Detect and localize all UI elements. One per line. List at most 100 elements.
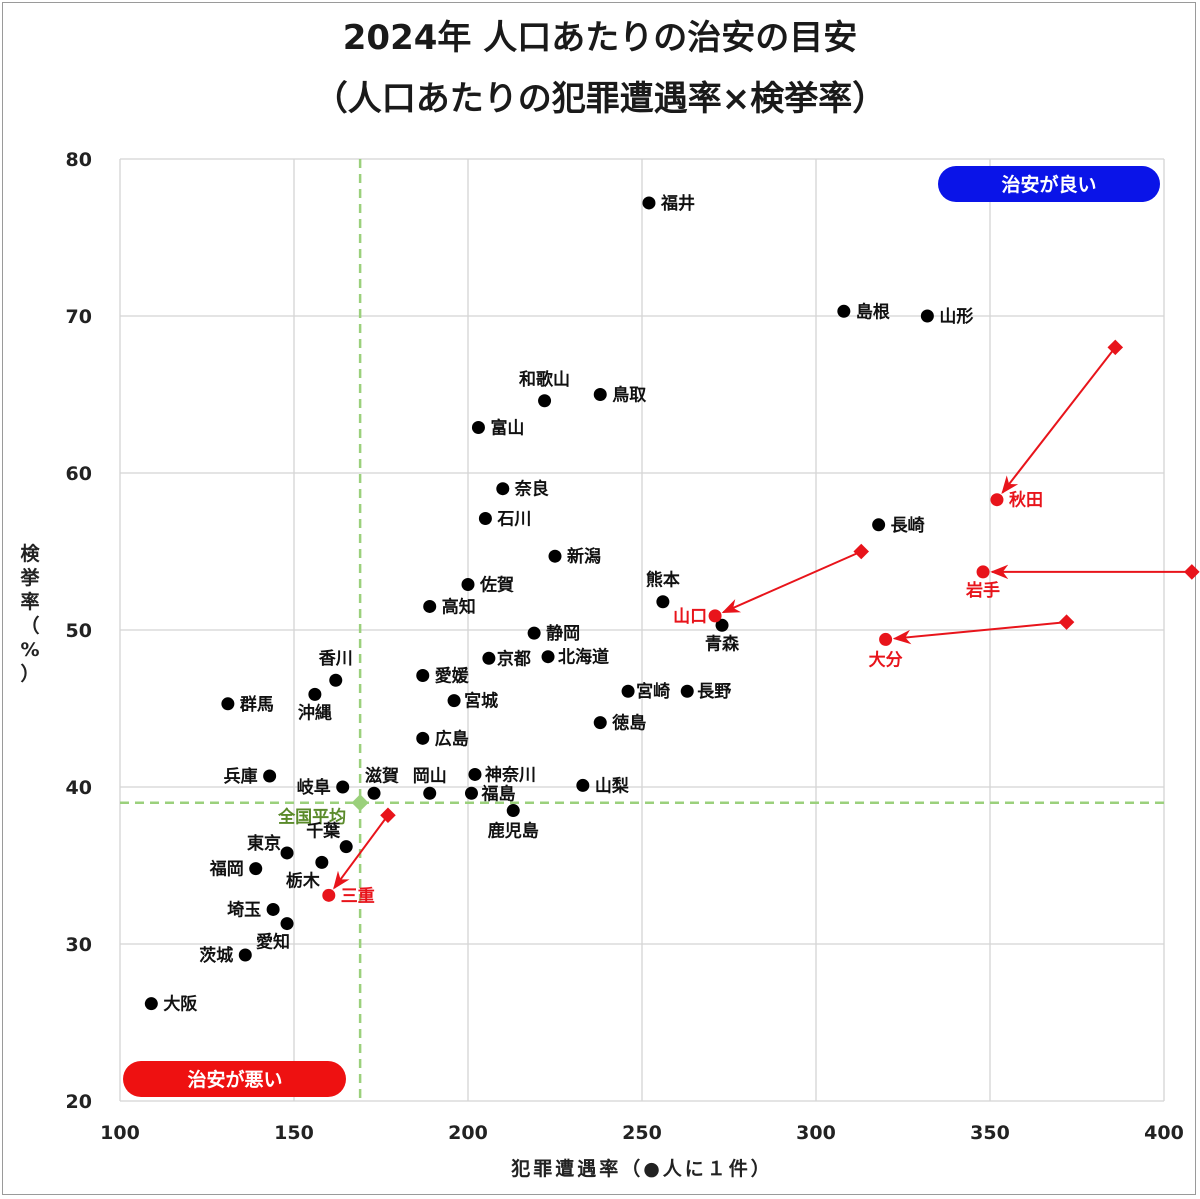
- data-point: 埼玉: [227, 899, 280, 920]
- data-point: 北海道: [541, 647, 609, 668]
- previous-marker: [1107, 339, 1124, 356]
- point-marker: [263, 769, 277, 783]
- data-point: 宮城: [447, 691, 498, 712]
- point-label: 鳥取: [612, 385, 646, 406]
- point-marker: [548, 549, 562, 563]
- moved-point: 三重: [322, 807, 396, 906]
- point-label: 長崎: [891, 515, 925, 536]
- average-marker: [351, 794, 369, 812]
- point-marker: [642, 196, 656, 210]
- point-label: 奈良: [514, 479, 549, 500]
- point-label: 滋賀: [365, 765, 399, 786]
- data-point: 福岡: [209, 859, 263, 880]
- point-marker: [468, 767, 482, 781]
- data-point: 神奈川: [468, 764, 536, 785]
- move-arrow: [1001, 346, 1117, 495]
- move-arrow: [721, 550, 862, 614]
- data-point: 佐賀: [461, 574, 514, 595]
- chart-title: 2024年 人口あたりの治安の目安: [343, 18, 857, 58]
- x-tick-label: 400: [1144, 1122, 1184, 1144]
- x-tick-label: 100: [100, 1122, 140, 1144]
- previous-marker: [853, 543, 870, 560]
- y-axis-title-char: %: [20, 639, 39, 661]
- y-axis-title: 検挙率（%）: [19, 542, 40, 685]
- point-marker: [593, 388, 607, 401]
- point-label: 富山: [490, 417, 524, 438]
- y-tick-label: 70: [66, 306, 92, 328]
- point-marker: [339, 840, 353, 854]
- y-axis-title-char: ）: [20, 662, 39, 685]
- point-marker: [221, 697, 235, 711]
- current-marker: [879, 632, 893, 646]
- data-point: 長崎: [872, 515, 925, 536]
- x-tick-label: 200: [448, 1122, 488, 1144]
- point-marker: [920, 309, 934, 323]
- point-label: 東京: [247, 833, 281, 854]
- point-marker: [280, 846, 294, 860]
- y-axis-title-char: （: [20, 614, 39, 637]
- plot-area: 100 150 200 250 300 350 400 20 30 40 50 60 70 80 犯罪遭遇率…: [19, 149, 1200, 1180]
- data-point: 滋賀: [365, 765, 399, 800]
- data-point: 和歌山: [519, 369, 570, 408]
- data-point: 徳島: [593, 713, 646, 734]
- point-label: 香川: [319, 649, 353, 669]
- y-tick-label: 30: [66, 934, 92, 956]
- moved-label: 三重: [341, 885, 375, 906]
- point-label: 群馬: [240, 694, 274, 715]
- data-point: 千葉: [306, 821, 353, 854]
- point-label: 宮崎: [636, 681, 670, 702]
- data-point: 富山: [471, 417, 524, 438]
- point-label: 高知: [442, 596, 476, 617]
- y-tick-label: 50: [66, 620, 92, 642]
- data-point: 京都: [482, 648, 531, 669]
- point-marker: [423, 786, 437, 800]
- data-point: 静岡: [527, 623, 580, 644]
- x-tick-label: 300: [796, 1122, 836, 1144]
- point-marker: [315, 855, 329, 869]
- point-label: 愛知: [256, 932, 290, 953]
- point-label: 広島: [435, 728, 469, 749]
- point-marker: [621, 684, 635, 698]
- move-arrow: [892, 621, 1067, 645]
- point-marker: [249, 862, 263, 876]
- point-marker: [837, 304, 851, 318]
- point-label: 栃木: [286, 870, 321, 891]
- bad-badge-label: 治安が悪い: [187, 1068, 282, 1091]
- data-point: 奈良: [496, 479, 549, 500]
- point-marker: [872, 518, 886, 532]
- point-label: 岡山: [413, 766, 447, 786]
- point-marker: [461, 577, 475, 591]
- y-tick-label: 40: [66, 777, 92, 799]
- point-label: 山形: [939, 306, 973, 327]
- point-marker: [715, 618, 729, 632]
- moved-label: 山口: [673, 607, 707, 627]
- point-marker: [464, 786, 478, 800]
- point-label: 熊本: [646, 570, 680, 591]
- data-point: 兵庫: [224, 766, 277, 787]
- point-marker: [266, 902, 280, 916]
- data-point: 岐阜: [297, 777, 350, 798]
- data-point: 広島: [416, 728, 469, 749]
- point-label: 宮城: [464, 691, 498, 712]
- point-marker: [576, 778, 590, 792]
- move-arrow: [333, 814, 389, 890]
- point-marker: [238, 948, 252, 962]
- moved-label: 秋田: [1009, 490, 1043, 511]
- point-label: 京都: [497, 648, 531, 669]
- point-marker: [416, 731, 430, 745]
- data-point: 鹿児島: [488, 804, 539, 842]
- point-label: 埼玉: [227, 899, 261, 920]
- data-point: 山形: [920, 306, 973, 327]
- data-point: 東京: [247, 833, 294, 860]
- previous-marker: [1058, 614, 1075, 630]
- point-label: 静岡: [546, 623, 580, 644]
- point-label: 鹿児島: [488, 821, 539, 842]
- point-marker: [144, 997, 158, 1011]
- point-label: 福井: [660, 193, 695, 214]
- bad-badge: 治安が悪い: [123, 1061, 346, 1097]
- y-axis-title-char: 検: [20, 542, 40, 565]
- point-marker: [680, 684, 694, 698]
- point-label: 沖縄: [298, 702, 332, 723]
- data-point: 福島: [464, 783, 515, 804]
